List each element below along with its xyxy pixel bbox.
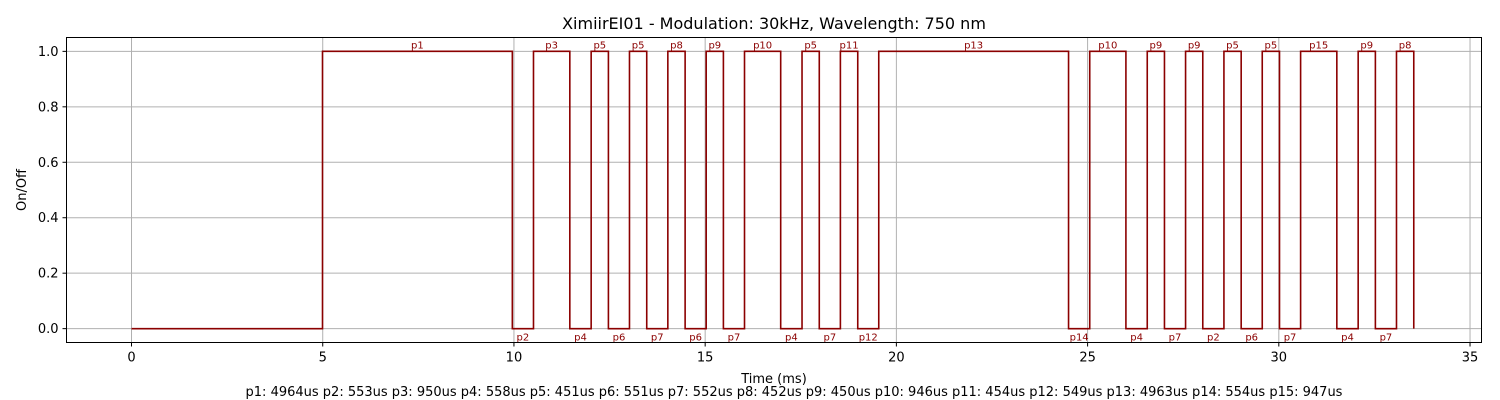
pulse-label: p4 bbox=[785, 333, 798, 344]
pulse-label: p14 bbox=[1070, 333, 1089, 344]
x-tick-label: 25 bbox=[1079, 351, 1096, 366]
y-tick-label: 0.4 bbox=[38, 211, 59, 226]
pulse-label: p5 bbox=[804, 40, 817, 51]
pulse-label: p6 bbox=[613, 333, 626, 344]
x-tick-label: 30 bbox=[1271, 351, 1288, 366]
pulse-label: p7 bbox=[1284, 333, 1297, 344]
pulse-label: p13 bbox=[964, 40, 983, 51]
pulse-label: p4 bbox=[1341, 333, 1354, 344]
y-tick-label: 1.0 bbox=[38, 45, 59, 60]
x-axis-label: Time (ms) bbox=[740, 372, 807, 387]
x-tick-label: 5 bbox=[319, 351, 327, 366]
x-tick-label: 15 bbox=[697, 351, 714, 366]
pulse-label: p9 bbox=[1360, 40, 1373, 51]
pulse-label: p7 bbox=[1380, 333, 1393, 344]
pulse-label: p7 bbox=[823, 333, 836, 344]
pulse-label: p7 bbox=[728, 333, 741, 344]
pulse-label: p9 bbox=[1188, 40, 1201, 51]
x-tick-label: 0 bbox=[127, 351, 135, 366]
signal-series-line bbox=[131, 50, 1415, 330]
pulse-label: p4 bbox=[1130, 333, 1143, 344]
y-tick-label: 0.8 bbox=[38, 100, 59, 115]
pulse-label: p10 bbox=[1098, 40, 1117, 51]
pulse-label: p12 bbox=[859, 333, 878, 344]
y-axis-ticks: 0.0 0.2 0.4 0.6 0.8 1.0 bbox=[38, 45, 67, 337]
pulse-label: p5 bbox=[1264, 40, 1277, 51]
pulse-label: p2 bbox=[517, 333, 530, 344]
pulse-label: p15 bbox=[1309, 40, 1328, 51]
y-tick-label: 0.0 bbox=[38, 322, 59, 337]
pulse-label: p11 bbox=[840, 40, 859, 51]
y-tick-label: 0.2 bbox=[38, 267, 59, 282]
pulse-duration-legend: p1: 4964us p2: 553us p3: 950us p4: 558us… bbox=[246, 385, 1343, 400]
pulse-label: p4 bbox=[574, 333, 587, 344]
pulse-label: p1 bbox=[411, 40, 424, 51]
grid-lines bbox=[66, 37, 1482, 343]
pulse-label: p6 bbox=[1245, 333, 1258, 344]
pulse-label: p6 bbox=[689, 333, 702, 344]
plot-frame bbox=[66, 37, 1482, 343]
pulse-label: p8 bbox=[1399, 40, 1412, 51]
chart-title: XimiirEI01 - Modulation: 30kHz, Waveleng… bbox=[562, 14, 986, 33]
x-tick-label: 35 bbox=[1462, 351, 1479, 366]
pulse-label: p2 bbox=[1207, 333, 1220, 344]
pulse-label: p7 bbox=[1169, 333, 1182, 344]
y-axis-label: On/Off bbox=[15, 168, 30, 211]
pulse-label: p9 bbox=[1149, 40, 1162, 51]
pulse-label: p9 bbox=[708, 40, 721, 51]
y-tick-label: 0.6 bbox=[38, 156, 59, 171]
pulse-label: p3 bbox=[545, 40, 558, 51]
pulse-labels: p1 p2 p3 p4 p5 p6 p5 p7 p8 p6 p9 p7 p10 p4 p5 p7 p11 p12 p… bbox=[411, 40, 1411, 343]
pulse-label: p7 bbox=[651, 333, 664, 344]
series-layer bbox=[131, 50, 1415, 330]
x-tick-label: 10 bbox=[506, 351, 523, 366]
pulse-label: p5 bbox=[632, 40, 645, 51]
pulse-label: p10 bbox=[753, 40, 772, 51]
pulse-label: p5 bbox=[1226, 40, 1239, 51]
pulse-label: p8 bbox=[670, 40, 683, 51]
pulse-label: p5 bbox=[593, 40, 606, 51]
x-tick-label: 20 bbox=[888, 351, 905, 366]
x-axis-ticks: 0 5 10 15 20 25 30 35 bbox=[127, 342, 1479, 366]
